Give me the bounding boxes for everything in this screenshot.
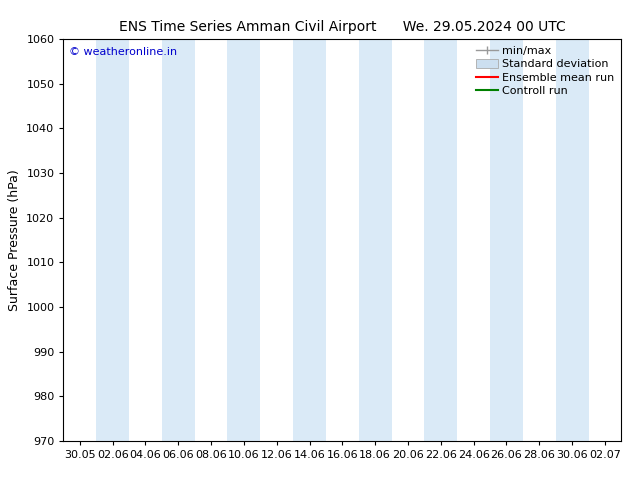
Bar	[96, 39, 129, 441]
Legend: min/max, Standard deviation, Ensemble mean run, Controll run: min/max, Standard deviation, Ensemble me…	[471, 42, 619, 101]
Bar	[555, 39, 588, 441]
Text: © weatheronline.in: © weatheronline.in	[69, 47, 177, 57]
Bar	[293, 39, 326, 441]
Bar	[228, 39, 261, 441]
Bar	[490, 39, 523, 441]
Bar	[162, 39, 195, 441]
Bar	[359, 39, 392, 441]
Y-axis label: Surface Pressure (hPa): Surface Pressure (hPa)	[8, 169, 21, 311]
Title: ENS Time Series Amman Civil Airport      We. 29.05.2024 00 UTC: ENS Time Series Amman Civil Airport We. …	[119, 20, 566, 34]
Bar	[424, 39, 457, 441]
